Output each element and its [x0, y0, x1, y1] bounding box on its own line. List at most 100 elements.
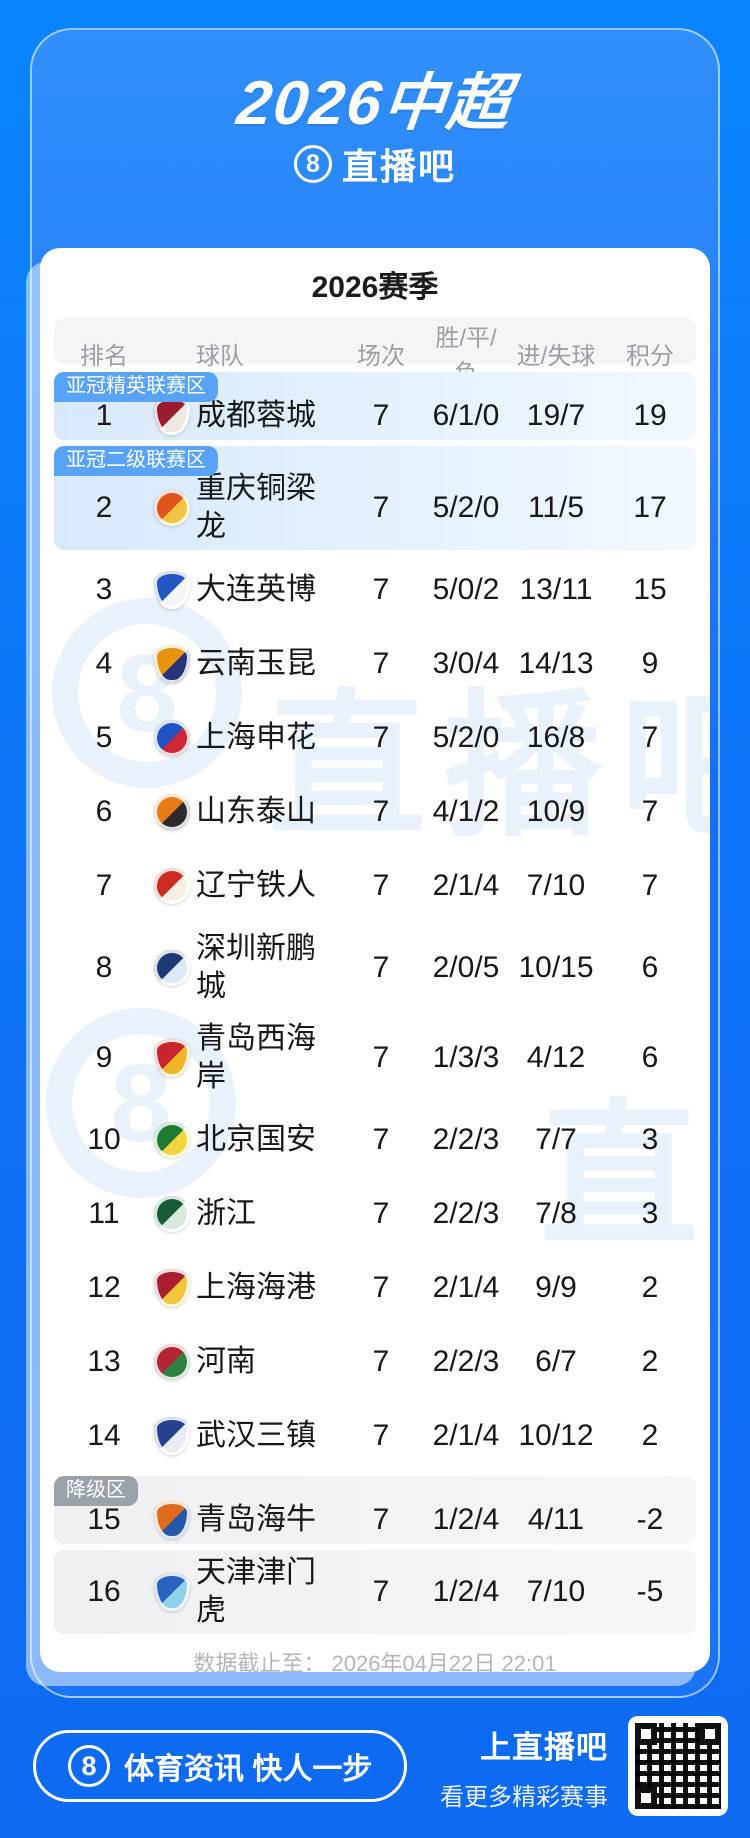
table-row: 9 青岛西海岸 7 1/3/3 4/12 6	[54, 1016, 696, 1100]
cta-title: 上直播吧	[480, 1730, 608, 1765]
col-matches: 场次	[357, 342, 405, 370]
rank-value: 14	[87, 1419, 121, 1452]
table-row: 4 云南玉昆 7 3/0/4 14/13 9	[54, 630, 696, 698]
team-crest-icon	[154, 1344, 190, 1380]
team-crest-icon	[154, 720, 190, 756]
team-crest-icon	[154, 645, 190, 683]
team-name: 深圳新鹏城	[196, 932, 316, 1003]
win-draw-loss: 2/0/5	[432, 951, 500, 984]
points-value: 3	[641, 1197, 659, 1230]
team-crest-icon	[154, 397, 190, 435]
table-row: 降级区 15 青岛海牛 7 1/2/4 4/11 -2	[54, 1476, 696, 1544]
rank-value: 9	[95, 1041, 113, 1074]
win-draw-loss: 6/1/0	[432, 399, 500, 432]
zhibo8-icon: 8	[68, 1745, 110, 1787]
rank-value: 12	[87, 1271, 121, 1304]
matches-played: 7	[372, 1503, 390, 1536]
rank-value: 5	[95, 721, 113, 754]
standings-card: 8 直播吧 8 直播吧 2026赛季 排名 球队 场次 胜/平/负 进/失球 积…	[40, 248, 710, 1672]
team-crest-cell	[154, 720, 190, 756]
brand-name: 直播吧	[341, 146, 456, 187]
points-value: 7	[641, 795, 659, 828]
goals-for-against: 9/9	[535, 1271, 577, 1304]
slogan-text: 体育资讯 快人一步	[124, 1753, 373, 1786]
team-crest-cell	[154, 490, 190, 526]
team-crest-icon	[154, 1573, 190, 1611]
goals-for-against: 4/11	[527, 1503, 585, 1536]
team-crest-icon	[154, 1196, 190, 1232]
points-value: 2	[641, 1271, 659, 1304]
qr-code	[628, 1716, 728, 1816]
matches-played: 7	[372, 1041, 390, 1074]
goals-for-against: 7/10	[526, 1575, 586, 1608]
points-value: 6	[641, 951, 659, 984]
table-row: 6 山东泰山 7 4/1/2 10/9 7	[54, 778, 696, 846]
goals-for-against: 7/10	[526, 869, 586, 902]
points-value: 17	[633, 491, 667, 524]
team-crest-cell	[154, 645, 190, 683]
table-row: 3 大连英博 7 5/0/2 13/11 15	[54, 556, 696, 624]
col-team: 球队	[196, 342, 244, 370]
zone-badge: 亚冠二级联赛区	[54, 446, 218, 476]
team-crest-cell	[154, 868, 190, 904]
team-crest-icon	[154, 571, 190, 609]
team-name: 青岛西海岸	[196, 1022, 316, 1093]
matches-played: 7	[372, 1123, 390, 1156]
win-draw-loss: 3/0/4	[432, 647, 500, 680]
goals-for-against: 7/7	[535, 1123, 577, 1156]
points-value: 15	[633, 573, 667, 606]
table-row: 亚冠精英联赛区 1 成都蓉城 7 6/1/0 19/7 19	[54, 372, 696, 440]
team-crest-icon	[154, 1269, 190, 1307]
team-crest-cell	[154, 1573, 190, 1611]
win-draw-loss: 1/3/3	[432, 1041, 500, 1074]
team-name: 重庆铜梁龙	[196, 472, 316, 543]
matches-played: 7	[372, 1197, 390, 1230]
table-row: 5 上海申花 7 5/2/0 16/8 7	[54, 704, 696, 772]
footer-cta: 上直播吧 看更多精彩赛事	[308, 1722, 608, 1812]
goals-for-against: 10/15	[518, 951, 594, 984]
slogan-pill: 8 体育资讯 快人一步	[33, 1730, 408, 1802]
data-cutoff-note: 数据截止至： 2026年04月22日 22:01	[193, 1651, 557, 1672]
rank-value: 16	[87, 1575, 121, 1608]
table-row: 14 武汉三镇 7 2/1/4 10/12 2	[54, 1402, 696, 1470]
table-row: 8 深圳新鹏城 7 2/0/5 10/15 6	[54, 926, 696, 1010]
points-value: -2	[636, 1503, 664, 1536]
season-title: 2026赛季	[311, 271, 439, 304]
matches-played: 7	[372, 1419, 390, 1452]
points-value: 2	[641, 1345, 659, 1378]
team-name: 上海申花	[196, 721, 316, 754]
table-header: 排名 球队 场次 胜/平/负 进/失球 积分	[54, 318, 696, 387]
goals-for-against: 14/13	[518, 647, 594, 680]
rank-value: 6	[95, 795, 113, 828]
win-draw-loss: 5/2/0	[432, 491, 500, 524]
col-rank: 排名	[80, 342, 128, 370]
zhibo8-icon: 8	[293, 145, 332, 183]
goals-for-against: 10/12	[518, 1419, 594, 1452]
col-points: 积分	[626, 342, 674, 370]
team-crest-cell	[154, 1269, 190, 1307]
team-crest-cell	[154, 1344, 190, 1380]
standings-rows: 亚冠精英联赛区 1 成都蓉城 7 6/1/0 19/7 19 亚冠二级联赛区 2 重庆铜梁龙 7 5/…	[54, 372, 696, 1634]
team-crest-icon	[154, 1501, 190, 1539]
rank-value: 7	[95, 869, 113, 902]
col-goals: 进/失球	[516, 342, 596, 370]
goals-for-against: 7/8	[535, 1197, 577, 1230]
team-crest-cell	[154, 1122, 190, 1158]
win-draw-loss: 2/1/4	[432, 1271, 500, 1304]
points-value: 7	[641, 869, 659, 902]
win-draw-loss: 5/2/0	[432, 721, 500, 754]
page-title: 2026中超	[233, 69, 515, 138]
matches-played: 7	[372, 869, 390, 902]
points-value: 3	[641, 1123, 659, 1156]
team-crest-cell	[154, 1039, 190, 1077]
team-name: 山东泰山	[196, 795, 316, 828]
goals-for-against: 6/7	[535, 1345, 577, 1378]
matches-played: 7	[372, 795, 390, 828]
team-name: 河南	[196, 1345, 256, 1378]
team-name: 青岛海牛	[196, 1503, 316, 1536]
matches-played: 7	[372, 573, 390, 606]
team-crest-icon	[154, 1122, 190, 1158]
team-name: 上海海港	[196, 1271, 316, 1304]
goals-for-against: 11/5	[527, 491, 585, 524]
team-name: 北京国安	[196, 1123, 316, 1156]
